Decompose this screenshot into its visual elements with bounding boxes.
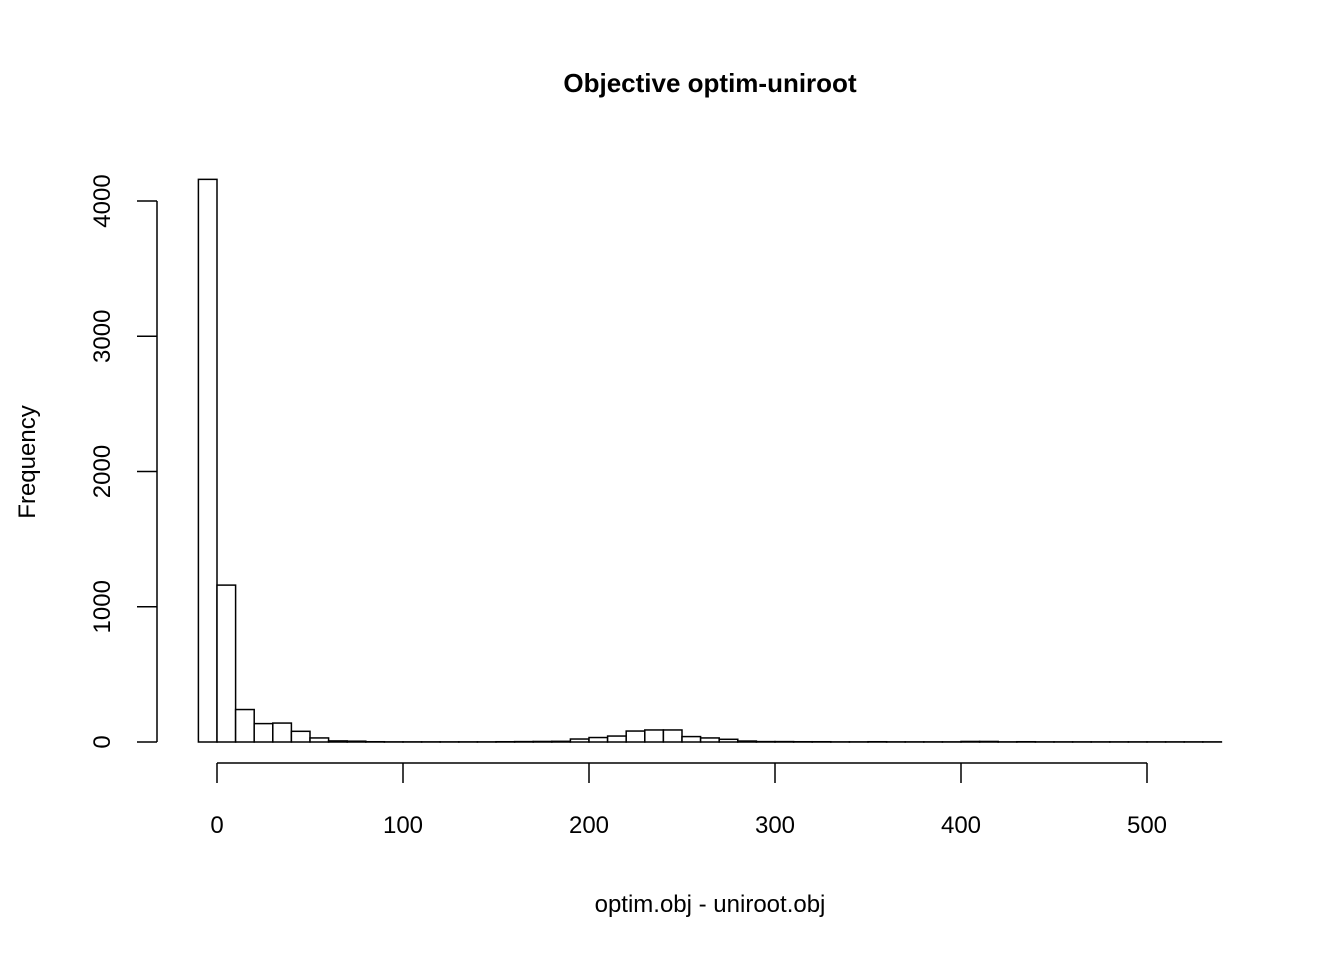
y-axis: 0 1000 2000 3000 4000 bbox=[89, 174, 158, 749]
histogram-bar bbox=[197, 178, 218, 743]
histogram-bar bbox=[588, 736, 609, 743]
histogram-bar bbox=[737, 740, 758, 743]
histogram-bar bbox=[718, 738, 739, 743]
histogram-bar bbox=[532, 740, 553, 743]
histogram-bar bbox=[253, 722, 274, 743]
histogram-bar bbox=[551, 740, 572, 743]
x-axis-label: optim.obj - uniroot.obj bbox=[595, 891, 826, 918]
histogram-bar bbox=[346, 740, 367, 743]
histogram-bar bbox=[216, 584, 237, 743]
y-axis-label: Frequency bbox=[14, 405, 41, 518]
histogram-bar bbox=[309, 737, 330, 743]
bars bbox=[197, 178, 1223, 743]
x-tick-label: 100 bbox=[383, 812, 423, 839]
x-tick-label: 300 bbox=[755, 812, 795, 839]
x-axis: 0 100 200 300 400 500 bbox=[210, 762, 1167, 839]
histogram-bar bbox=[625, 730, 646, 743]
y-tick-label: 1000 bbox=[89, 580, 116, 633]
histogram-bar bbox=[681, 735, 702, 743]
histogram-bar bbox=[699, 737, 720, 743]
x-tick-label: 0 bbox=[210, 812, 223, 839]
histogram-bar bbox=[978, 740, 999, 743]
x-tick-label: 400 bbox=[941, 812, 981, 839]
histogram-bar bbox=[290, 730, 311, 743]
x-tick-label: 500 bbox=[1127, 812, 1167, 839]
histogram-bar bbox=[662, 729, 683, 743]
histogram-bar bbox=[644, 729, 665, 743]
histogram-bar bbox=[272, 722, 293, 743]
y-tick-label: 2000 bbox=[89, 445, 116, 498]
histogram-bar bbox=[234, 708, 255, 743]
histogram-bar bbox=[606, 735, 627, 743]
x-tick-label: 200 bbox=[569, 812, 609, 839]
chart-title: Objective optim-uniroot bbox=[563, 68, 857, 98]
histogram-bar bbox=[327, 740, 348, 743]
histogram-bar bbox=[569, 738, 590, 743]
y-tick-label: 3000 bbox=[89, 310, 116, 363]
histogram-bar bbox=[960, 740, 981, 743]
y-tick-label: 4000 bbox=[89, 174, 116, 227]
y-tick-label: 0 bbox=[89, 735, 116, 748]
